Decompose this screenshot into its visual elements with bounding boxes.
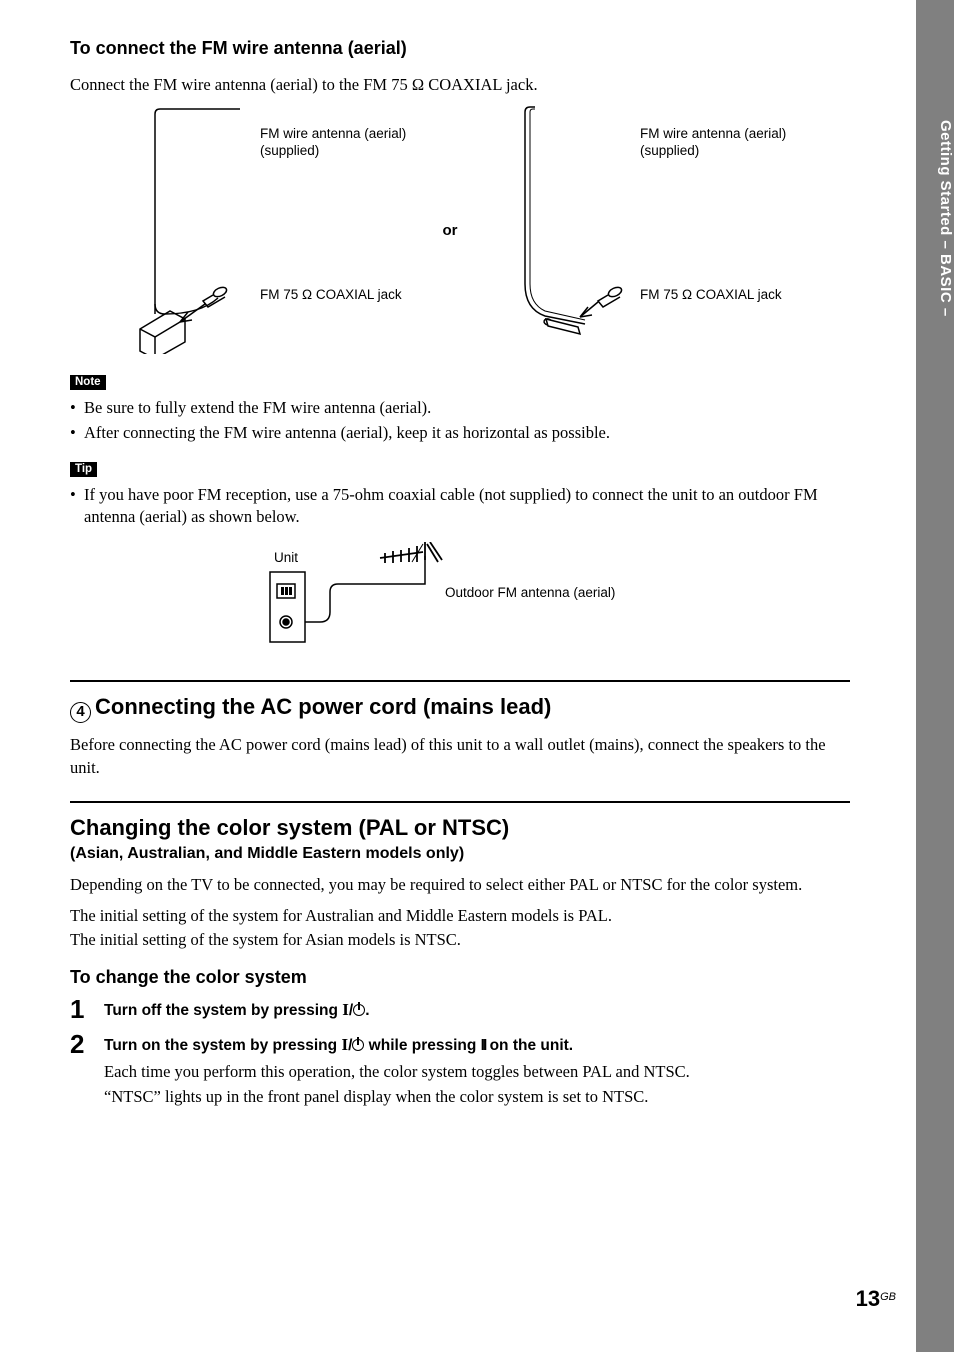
page-suffix: GB bbox=[880, 1291, 896, 1303]
ac-cord-body: Before connecting the AC power cord (mai… bbox=[70, 733, 850, 779]
intro-pre: Connect the FM wire antenna (aerial) to … bbox=[70, 75, 412, 94]
step-number: 2 bbox=[70, 1031, 104, 1116]
diag-b-antenna-label: FM wire antenna (aerial) (supplied) bbox=[640, 126, 786, 160]
cs-p1: Depending on the TV to be connected, you… bbox=[70, 873, 850, 896]
page-number: 13 bbox=[856, 1286, 880, 1311]
outdoor-unit-label: Unit bbox=[274, 550, 298, 567]
note-list: •Be sure to fully extend the FM wire ant… bbox=[70, 397, 850, 445]
step-1-title: Turn off the system by pressing I/. bbox=[104, 1000, 370, 1020]
diagram-a: FM wire antenna (aerial) (supplied) FM 7… bbox=[110, 104, 420, 354]
content-area: To connect the FM wire antenna (aerial) … bbox=[70, 38, 850, 1122]
diag-a-antenna-label: FM wire antenna (aerial) (supplied) bbox=[260, 126, 406, 160]
intro-text: Connect the FM wire antenna (aerial) to … bbox=[70, 73, 850, 96]
side-tab: Getting Started – BASIC – bbox=[916, 0, 954, 1352]
note-item: •After connecting the FM wire antenna (a… bbox=[70, 422, 850, 444]
heading-change-cs: To change the color system bbox=[70, 967, 850, 988]
step-circle-4: 4 bbox=[70, 702, 91, 723]
heading-fm-antenna: To connect the FM wire antenna (aerial) bbox=[70, 38, 850, 59]
step-2: 2 Turn on the system by pressing I/ whil… bbox=[70, 1031, 850, 1116]
antenna-diagrams: FM wire antenna (aerial) (supplied) FM 7… bbox=[110, 104, 850, 354]
page: Getting Started – BASIC – To connect the… bbox=[0, 0, 954, 1352]
power-icon bbox=[353, 1004, 365, 1016]
step-2-body2: “NTSC” lights up in the front panel disp… bbox=[104, 1085, 690, 1108]
note-badge: Note bbox=[70, 375, 106, 390]
outdoor-antenna-label: Outdoor FM antenna (aerial) bbox=[445, 585, 615, 602]
subheading-models: (Asian, Australian, and Middle Eastern m… bbox=[70, 845, 850, 863]
steps-list: 1 Turn off the system by pressing I/. 2 … bbox=[70, 996, 850, 1116]
note-item: •Be sure to fully extend the FM wire ant… bbox=[70, 397, 850, 419]
heading-color-system: Changing the color system (PAL or NTSC) bbox=[70, 815, 850, 841]
ohm-symbol: Ω bbox=[412, 75, 424, 94]
diag-a-jack-label: FM 75 Ω COAXIAL jack bbox=[260, 287, 402, 304]
cs-p3: The initial setting of the system for As… bbox=[70, 928, 850, 951]
side-tab-label: Getting Started – BASIC – bbox=[916, 120, 954, 317]
intro-post: COAXIAL jack. bbox=[424, 75, 538, 94]
tip-list: •If you have poor FM reception, use a 75… bbox=[70, 484, 850, 529]
page-footer: 13GB bbox=[856, 1286, 896, 1312]
section-rule bbox=[70, 680, 850, 682]
diag-b-jack-label: FM 75 Ω COAXIAL jack bbox=[640, 287, 782, 304]
cs-p2: The initial setting of the system for Au… bbox=[70, 904, 850, 927]
step-2-title: Turn on the system by pressing I/ while … bbox=[104, 1035, 690, 1055]
diagram-or: or bbox=[420, 104, 480, 239]
diagram-b: FM wire antenna (aerial) (supplied) FM 7… bbox=[480, 104, 790, 354]
outdoor-diagram: Unit Outdoor FM antenna (aerial) bbox=[260, 542, 660, 652]
tip-item: •If you have poor FM reception, use a 75… bbox=[70, 484, 850, 529]
heading-ac-cord: 4Connecting the AC power cord (mains lea… bbox=[70, 694, 850, 723]
step-1: 1 Turn off the system by pressing I/. bbox=[70, 996, 850, 1025]
power-icon bbox=[352, 1039, 364, 1051]
step-number: 1 bbox=[70, 996, 104, 1025]
tip-badge: Tip bbox=[70, 462, 97, 477]
step-2-body1: Each time you perform this operation, th… bbox=[104, 1060, 690, 1083]
section-rule bbox=[70, 801, 850, 803]
